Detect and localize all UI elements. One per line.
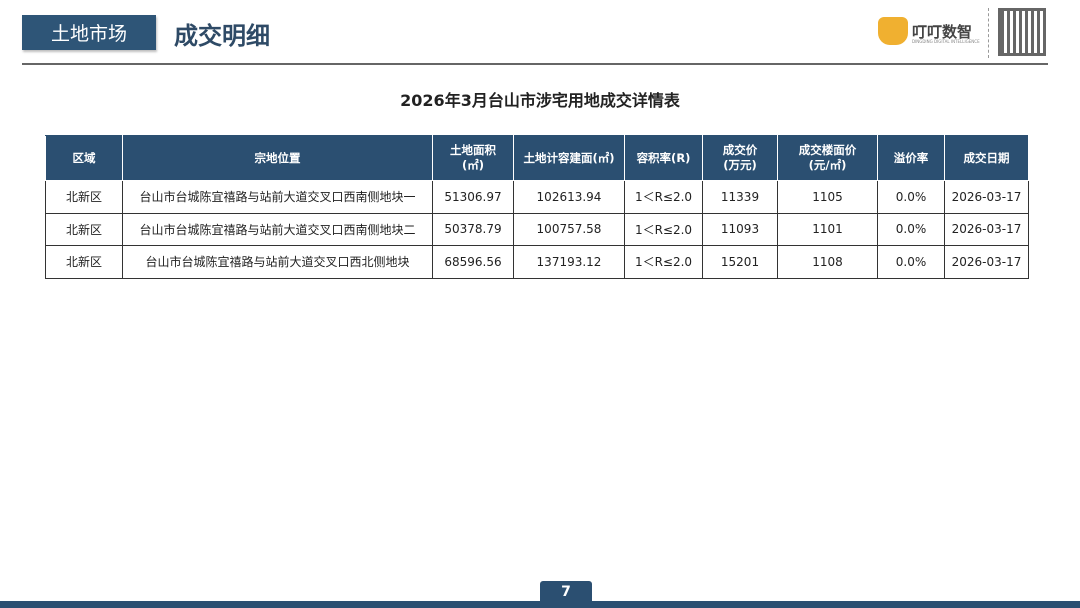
table-cell: 1105 xyxy=(777,180,878,214)
table-cell: 0.0% xyxy=(877,212,945,246)
table-cell: 50378.79 xyxy=(432,212,514,246)
table-cell: 1＜R≤2.0 xyxy=(624,212,703,246)
table-cell: 台山市台城陈宜禧路与站前大道交叉口西南侧地块二 xyxy=(122,212,433,246)
table-row: 北新区 台山市台城陈宜禧路与站前大道交叉口西南侧地块一 51306.97 102613… xyxy=(45,180,1029,214)
logo-subtext: DINGDING DIGITAL INTELLIGENCE xyxy=(912,39,980,44)
column-header: 容积率(R) xyxy=(624,135,703,181)
header-rule xyxy=(22,63,1048,65)
column-header: 土地计容建面(㎡) xyxy=(513,135,625,181)
logo-text: 叮叮数智 xyxy=(912,22,973,41)
table-cell: 100757.58 xyxy=(513,212,625,246)
table-cell: 51306.97 xyxy=(432,180,514,214)
table-cell: 1108 xyxy=(777,245,878,279)
table-cell: 15201 xyxy=(702,245,778,279)
page-number: 7 xyxy=(540,581,592,603)
table-title: 2026年3月台山市涉宅用地成交详情表 xyxy=(400,91,680,110)
table-cell: 102613.94 xyxy=(513,180,625,214)
table-cell: 1＜R≤2.0 xyxy=(624,245,703,279)
table-cell: 11339 xyxy=(702,180,778,214)
table-cell: 137193.12 xyxy=(513,245,625,279)
table-cell: 北新区 xyxy=(45,180,123,214)
table-cell: 11093 xyxy=(702,212,778,246)
transaction-table: 区域 宗地位置 土地面积 (㎡) 土地计容建面(㎡) 容积率(R) 成交价 (万元) 成交楼… xyxy=(45,135,1029,279)
table-cell: 68596.56 xyxy=(432,245,514,279)
table-cell: 2026-03-17 xyxy=(944,245,1029,279)
column-header: 成交日期 xyxy=(944,135,1029,181)
table-cell: 2026-03-17 xyxy=(944,212,1029,246)
column-header: 土地面积 (㎡) xyxy=(432,135,514,181)
column-header: 成交楼面价 (元/㎡) xyxy=(777,135,878,181)
footer-bar xyxy=(0,601,1080,608)
page-title: 成交明细 xyxy=(174,22,270,50)
divider xyxy=(988,8,989,58)
table-cell: 1101 xyxy=(777,212,878,246)
section-tag: 土地市场 xyxy=(22,15,156,50)
table-cell: 北新区 xyxy=(45,245,123,279)
table-cell: 2026-03-17 xyxy=(944,180,1029,214)
qr-code-icon xyxy=(998,8,1046,56)
table-cell: 0.0% xyxy=(877,245,945,279)
table-cell: 0.0% xyxy=(877,180,945,214)
table-row: 北新区 台山市台城陈宜禧路与站前大道交叉口西北侧地块 68596.56 137193.… xyxy=(45,245,1029,279)
column-header: 宗地位置 xyxy=(122,135,433,181)
column-header: 成交价 (万元) xyxy=(702,135,778,181)
logo: 叮叮数智 DINGDING DIGITAL INTELLIGENCE xyxy=(878,17,980,45)
table-cell: 台山市台城陈宜禧路与站前大道交叉口西南侧地块一 xyxy=(122,180,433,214)
table-cell: 台山市台城陈宜禧路与站前大道交叉口西北侧地块 xyxy=(122,245,433,279)
table-cell: 1＜R≤2.0 xyxy=(624,180,703,214)
table-row: 北新区 台山市台城陈宜禧路与站前大道交叉口西南侧地块二 50378.79 100757… xyxy=(45,212,1029,246)
column-header: 区域 xyxy=(45,135,123,181)
table-cell: 北新区 xyxy=(45,212,123,246)
logo-icon xyxy=(878,17,908,45)
column-header: 溢价率 xyxy=(877,135,945,181)
